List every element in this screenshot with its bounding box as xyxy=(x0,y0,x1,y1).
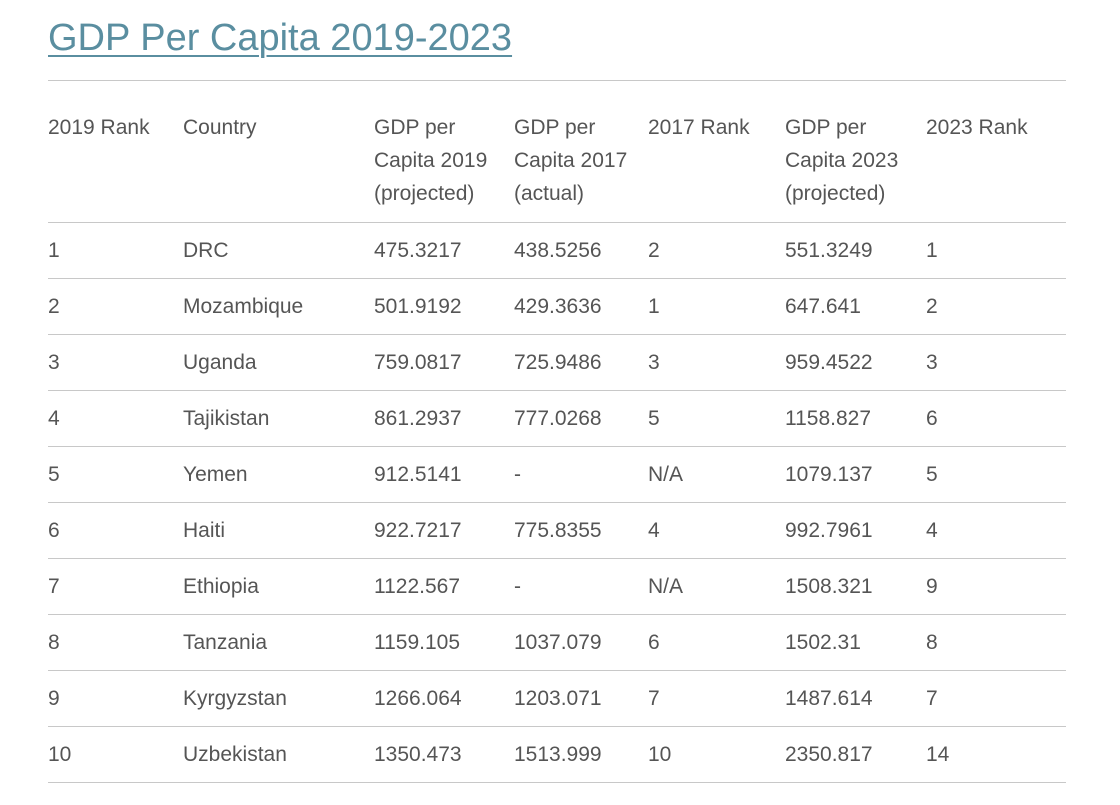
page-title-link[interactable]: GDP Per Capita 2019-2023 xyxy=(48,17,513,59)
cell-gdp-2023: 551.3249 xyxy=(785,222,926,279)
cell-2023-rank: 1 xyxy=(926,222,1066,279)
gdp-table: 2019 Rank Country GDP per Capita 2019 (p… xyxy=(48,81,1066,783)
table-row: 9 Kyrgyzstan 1266.064 1203.071 7 1487.614 7 xyxy=(48,670,1066,727)
cell-gdp-2017: - xyxy=(514,446,648,503)
cell-2017-rank: 4 xyxy=(648,502,785,559)
table-row: 1 DRC 475.3217 438.5256 2 551.3249 1 xyxy=(48,222,1066,279)
cell-2019-rank: 9 xyxy=(48,670,183,727)
cell-2017-rank: 5 xyxy=(648,390,785,447)
cell-2019-rank: 3 xyxy=(48,334,183,391)
cell-gdp-2017: 725.9486 xyxy=(514,334,648,391)
table-row: 4 Tajikistan 861.2937 777.0268 5 1158.827 6 xyxy=(48,390,1066,447)
cell-2017-rank: 6 xyxy=(648,614,785,671)
cell-2017-rank: N/A xyxy=(648,446,785,503)
cell-2019-rank: 2 xyxy=(48,278,183,335)
cell-country: Kyrgyzstan xyxy=(183,670,374,727)
table-row: 6 Haiti 922.7217 775.8355 4 992.7961 4 xyxy=(48,502,1066,559)
content-area: GDP Per Capita 2019-2023 2019 Rank Count… xyxy=(48,0,1066,783)
table-header-row: 2019 Rank Country GDP per Capita 2019 (p… xyxy=(48,81,1066,223)
cell-2019-rank: 5 xyxy=(48,446,183,503)
cell-country: Mozambique xyxy=(183,278,374,335)
cell-2023-rank: 4 xyxy=(926,502,1066,559)
cell-gdp-2023: 1487.614 xyxy=(785,670,926,727)
cell-gdp-2019: 922.7217 xyxy=(374,502,514,559)
cell-country: Uganda xyxy=(183,334,374,391)
cell-2019-rank: 1 xyxy=(48,222,183,279)
cell-2017-rank: 2 xyxy=(648,222,785,279)
cell-2023-rank: 3 xyxy=(926,334,1066,391)
cell-country: Ethiopia xyxy=(183,558,374,615)
title-divider xyxy=(48,80,1066,81)
cell-country: Yemen xyxy=(183,446,374,503)
cell-gdp-2019: 1122.567 xyxy=(374,558,514,615)
cell-gdp-2019: 501.9192 xyxy=(374,278,514,335)
cell-gdp-2019: 861.2937 xyxy=(374,390,514,447)
cell-2019-rank: 8 xyxy=(48,614,183,671)
cell-country: Tanzania xyxy=(183,614,374,671)
cell-gdp-2017: 777.0268 xyxy=(514,390,648,447)
cell-2023-rank: 7 xyxy=(926,670,1066,727)
page-title: GDP Per Capita 2019-2023 xyxy=(48,0,1066,60)
cell-gdp-2019: 759.0817 xyxy=(374,334,514,391)
header-country: Country xyxy=(183,81,374,223)
cell-2023-rank: 5 xyxy=(926,446,1066,503)
table-row: 8 Tanzania 1159.105 1037.079 6 1502.31 8 xyxy=(48,614,1066,671)
cell-2017-rank: 7 xyxy=(648,670,785,727)
cell-country: Uzbekistan xyxy=(183,726,374,783)
cell-gdp-2023: 1508.321 xyxy=(785,558,926,615)
table-row: 3 Uganda 759.0817 725.9486 3 959.4522 3 xyxy=(48,334,1066,391)
table-row: 7 Ethiopia 1122.567- N/A 1508.321 9 xyxy=(48,558,1066,615)
cell-gdp-2017: 429.3636 xyxy=(514,278,648,335)
cell-2023-rank: 8 xyxy=(926,614,1066,671)
cell-2023-rank: 9 xyxy=(926,558,1066,615)
cell-2019-rank: 6 xyxy=(48,502,183,559)
table-body: 1 DRC 475.3217 438.5256 2 551.3249 1 2 Mozambiqu… xyxy=(48,222,1066,783)
cell-gdp-2017: 1203.071 xyxy=(514,670,648,727)
cell-gdp-2023: 1158.827 xyxy=(785,390,926,447)
header-gdp-2019: GDP per Capita 2019 (projected) xyxy=(374,81,514,223)
cell-2019-rank: 4 xyxy=(48,390,183,447)
cell-2023-rank: 14 xyxy=(926,726,1066,783)
cell-2019-rank: 7 xyxy=(48,558,183,615)
cell-gdp-2019: 1350.473 xyxy=(374,726,514,783)
cell-2019-rank: 10 xyxy=(48,726,183,783)
header-gdp-2023: GDP per Capita 2023 (projected) xyxy=(785,81,926,223)
cell-2017-rank: 3 xyxy=(648,334,785,391)
cell-country: DRC xyxy=(183,222,374,279)
cell-gdp-2023: 1502.31 xyxy=(785,614,926,671)
cell-gdp-2023: 959.4522 xyxy=(785,334,926,391)
cell-gdp-2023: 1079.137 xyxy=(785,446,926,503)
cell-gdp-2019: 1266.064 xyxy=(374,670,514,727)
cell-gdp-2019: 912.5141 xyxy=(374,446,514,503)
header-gdp-2017: GDP per Capita 2017 (actual) xyxy=(514,81,648,223)
table-row: 2 Mozambique 501.9192 429.3636 1 647.641 2 xyxy=(48,278,1066,335)
cell-gdp-2023: 2350.817 xyxy=(785,726,926,783)
header-2023-rank: 2023 Rank xyxy=(926,81,1066,223)
cell-gdp-2017: 775.8355 xyxy=(514,502,648,559)
cell-2017-rank: 10 xyxy=(648,726,785,783)
cell-2023-rank: 6 xyxy=(926,390,1066,447)
cell-gdp-2023: 647.641 xyxy=(785,278,926,335)
cell-gdp-2017: 1513.999 xyxy=(514,726,648,783)
cell-gdp-2019: 475.3217 xyxy=(374,222,514,279)
cell-gdp-2023: 992.7961 xyxy=(785,502,926,559)
cell-2017-rank: N/A xyxy=(648,558,785,615)
cell-2023-rank: 2 xyxy=(926,278,1066,335)
cell-gdp-2017: - xyxy=(514,558,648,615)
header-2019-rank: 2019 Rank xyxy=(48,81,183,223)
cell-gdp-2017: 438.5256 xyxy=(514,222,648,279)
cell-gdp-2017: 1037.079 xyxy=(514,614,648,671)
cell-country: Haiti xyxy=(183,502,374,559)
cell-country: Tajikistan xyxy=(183,390,374,447)
table-row: 5 Yemen 912.5141- N/A 1079.137 5 xyxy=(48,446,1066,503)
cell-gdp-2019: 1159.105 xyxy=(374,614,514,671)
cell-2017-rank: 1 xyxy=(648,278,785,335)
header-2017-rank: 2017 Rank xyxy=(648,81,785,223)
table-row: 10 Uzbekistan 1350.473 1513.999 10 2350.817 14 xyxy=(48,726,1066,783)
